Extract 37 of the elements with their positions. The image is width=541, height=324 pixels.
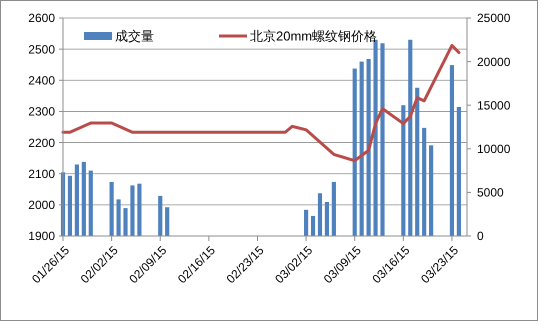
y2-tick-label: 25000 — [477, 11, 511, 26]
bar — [137, 184, 142, 236]
bar — [408, 40, 412, 236]
bar — [130, 185, 135, 236]
y-tick-label: 2400 — [28, 73, 56, 88]
bar — [450, 65, 454, 236]
bar — [158, 196, 162, 236]
bar — [352, 68, 357, 236]
bar — [380, 43, 385, 236]
bar — [456, 106, 461, 236]
y-tick-label: 2300 — [28, 104, 56, 119]
y-tick-label: 2600 — [28, 11, 56, 26]
bar — [422, 128, 426, 236]
bar — [116, 199, 121, 236]
legend-label: 成交量 — [115, 28, 154, 44]
y2-tick-label: 5000 — [477, 186, 504, 200]
bar — [74, 164, 79, 236]
y-tick-label: 2000 — [28, 198, 56, 212]
y-tick-label: 2500 — [28, 42, 56, 56]
bar — [360, 62, 364, 236]
bar — [88, 170, 93, 236]
bar — [415, 88, 420, 236]
legend-label: 北京20mm螺纹钢价格 — [250, 28, 378, 44]
y-tick-label: 2200 — [28, 136, 56, 150]
y2-tick-label: 10000 — [477, 142, 511, 156]
y2-tick-label: 0 — [477, 229, 484, 244]
bar — [68, 176, 72, 236]
y-tick-label: 1900 — [28, 229, 56, 244]
bar — [82, 162, 86, 236]
bar — [366, 58, 371, 236]
bar — [429, 145, 434, 236]
y2-tick-label: 20000 — [477, 54, 511, 69]
y-tick-label: 2100 — [28, 166, 56, 181]
bar — [401, 105, 406, 236]
y2-tick-label: 15000 — [477, 98, 511, 112]
bar — [110, 182, 114, 236]
bar — [123, 208, 128, 236]
